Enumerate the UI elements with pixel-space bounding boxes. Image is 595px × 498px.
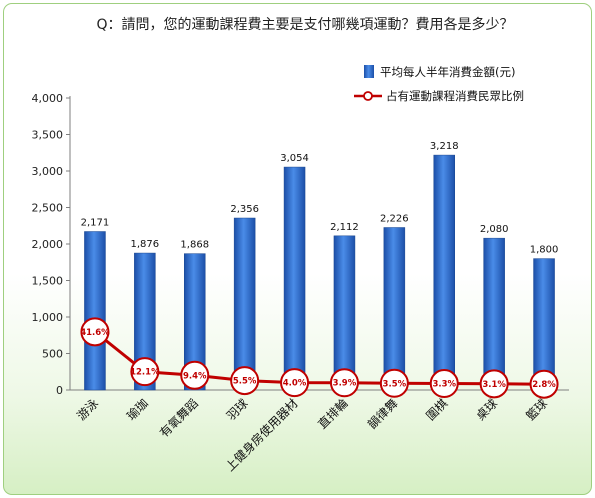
line-marker bbox=[529, 369, 559, 399]
line-marker bbox=[329, 368, 359, 398]
line-marker bbox=[80, 317, 110, 347]
bar bbox=[233, 217, 256, 391]
x-category-label: 瑜珈 bbox=[123, 396, 151, 424]
bar-data-label: 3,218 bbox=[430, 141, 459, 152]
line-data-label: 5.5% bbox=[233, 377, 257, 387]
chart-title: Q：請問，您的運動課程費主要是支付哪幾項運動？費用各是多少？ bbox=[96, 16, 513, 33]
line-data-label: 3.3% bbox=[432, 380, 456, 390]
line-marker bbox=[280, 368, 310, 398]
line-series bbox=[94, 330, 545, 386]
line-data-label: 41.6% bbox=[80, 328, 110, 338]
bar bbox=[184, 253, 206, 391]
legend: 平均每人半年消費金額(元) 占有運動課程消費民眾比例 bbox=[354, 65, 524, 103]
bar-data-label: 1,868 bbox=[180, 240, 209, 251]
legend-bar-label: 平均每人半年消費金額(元) bbox=[380, 65, 515, 79]
chart: Q：請問，您的運動課程費主要是支付哪幾項運動？費用各是多少？ 平均每人半年消費金… bbox=[32, 16, 569, 474]
y-tick-label: 1,000 bbox=[32, 311, 64, 324]
bar-data-label: 2,080 bbox=[480, 224, 509, 235]
x-category-label: 羽球 bbox=[224, 396, 251, 423]
bar-data-label: 1,876 bbox=[131, 239, 160, 250]
y-tick-label: 2,000 bbox=[32, 238, 64, 251]
x-category-label: 韻律舞 bbox=[364, 396, 400, 432]
bar-data-label: 1,800 bbox=[530, 245, 559, 256]
y-tick-label: 0 bbox=[56, 384, 63, 397]
bar bbox=[283, 166, 306, 391]
line-data-label: 4.0% bbox=[283, 379, 307, 389]
legend-line-marker bbox=[363, 91, 373, 101]
legend-line-label: 占有運動課程消費民眾比例 bbox=[386, 89, 524, 103]
y-tick-label: 500 bbox=[42, 348, 63, 361]
y-tick-label: 2,500 bbox=[32, 202, 64, 215]
line-data-label: 9.4% bbox=[183, 371, 207, 381]
bar bbox=[483, 237, 505, 391]
bar-layer: 2,171 1,876 1,868 2,356 3,054 2,112 2,226 3,218… bbox=[81, 141, 559, 391]
bar-data-label: 2,356 bbox=[230, 204, 259, 215]
x-category-label: 直排輪 bbox=[314, 396, 350, 432]
bar bbox=[333, 235, 356, 391]
y-tick-label: 3,000 bbox=[32, 165, 64, 178]
bar-data-label: 2,226 bbox=[380, 214, 409, 225]
line-data-label: 3.1% bbox=[482, 380, 506, 390]
line-marker bbox=[379, 368, 409, 398]
line-marker bbox=[230, 366, 260, 396]
y-tick-label: 1,500 bbox=[32, 275, 64, 288]
line-marker bbox=[429, 369, 459, 399]
line-data-label: 2.8% bbox=[532, 380, 556, 390]
line-layer: 41.6% 12.1% 9.4% 5.5% 4.0% 3.9% 3.5% 3.3% 3.1% 2.… bbox=[80, 317, 559, 399]
x-category-label: 籃球 bbox=[523, 396, 551, 424]
bar bbox=[84, 231, 106, 391]
y-tick-label: 4,000 bbox=[32, 92, 64, 105]
bar-data-label: 2,112 bbox=[330, 222, 359, 233]
line-marker bbox=[130, 357, 160, 387]
line-data-label: 12.1% bbox=[130, 368, 160, 378]
bar-data-label: 3,054 bbox=[280, 153, 309, 164]
x-category-label: 有氧舞蹈 bbox=[157, 396, 201, 440]
bar bbox=[433, 154, 455, 391]
line-marker bbox=[479, 369, 509, 399]
bar bbox=[134, 252, 156, 391]
line-data-label: 3.9% bbox=[333, 379, 357, 389]
line-marker bbox=[180, 360, 210, 390]
x-category-label: 桌球 bbox=[473, 396, 500, 423]
x-category-label: 游泳 bbox=[74, 396, 101, 423]
bar bbox=[383, 227, 406, 391]
legend-bar-swatch bbox=[364, 65, 374, 78]
x-category-label: 圍棋 bbox=[423, 396, 450, 423]
chart-frame: Q：請問，您的運動課程費主要是支付哪幾項運動？費用各是多少？ 平均每人半年消費金… bbox=[3, 3, 592, 495]
line-data-label: 3.5% bbox=[383, 379, 407, 389]
bar-data-label: 2,171 bbox=[81, 218, 110, 229]
y-tick-label: 3,500 bbox=[32, 129, 64, 142]
